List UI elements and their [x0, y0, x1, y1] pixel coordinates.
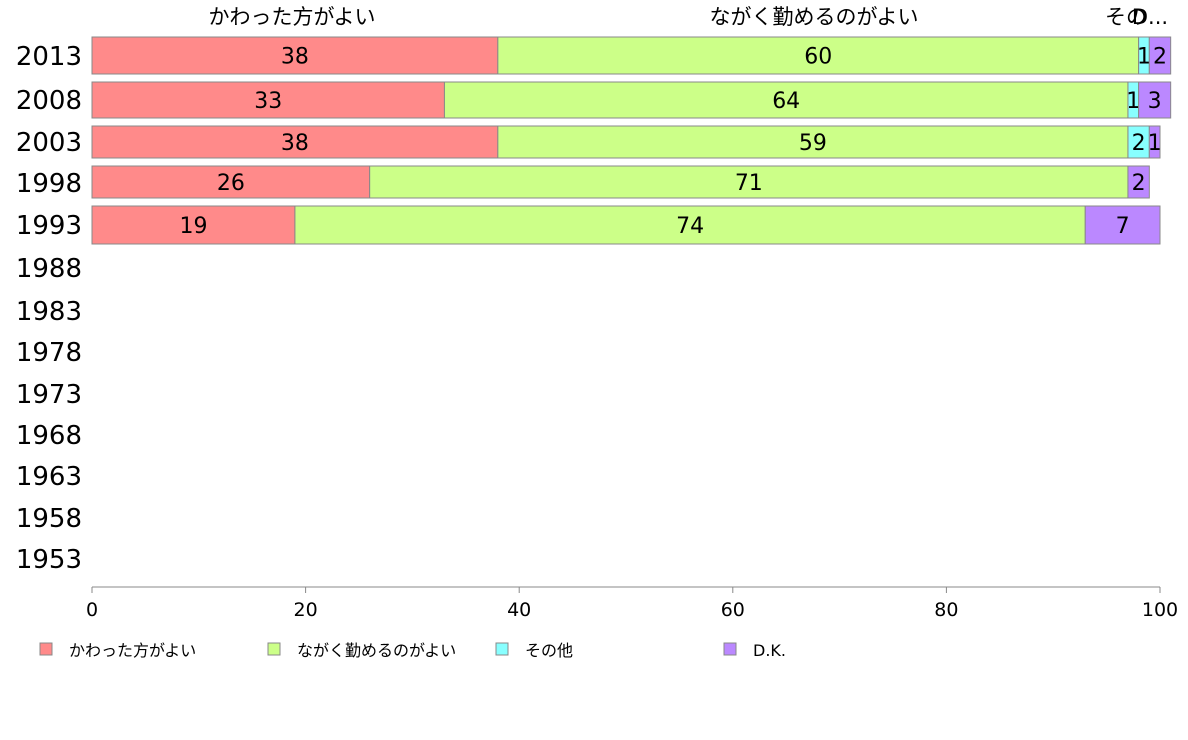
data-label-2013-series-3: 2 — [1153, 45, 1167, 70]
data-label-2013-series-1: 60 — [804, 45, 832, 70]
x-tick-label-20: 20 — [294, 599, 318, 621]
bar-1993-series-3 — [1084, 205, 1161, 245]
year-label-1953: 1953 — [16, 545, 82, 575]
legend-label-0: かわった方がよい — [69, 641, 196, 660]
year-label-1963: 1963 — [16, 462, 82, 492]
year-label-2013: 2013 — [16, 42, 82, 72]
year-label-1983: 1983 — [16, 297, 82, 327]
data-label-2013-series-2: 1 — [1137, 45, 1151, 70]
data-label-2008-series-1: 64 — [772, 89, 800, 114]
bar-1998-series-3 — [1127, 165, 1150, 199]
bar-2008-series-3 — [1138, 81, 1172, 119]
x-tick-label-80: 80 — [934, 599, 958, 621]
year-label-1973: 1973 — [16, 380, 82, 410]
bar-2013-series-3 — [1148, 36, 1172, 75]
data-label-2008-series-0: 33 — [254, 89, 282, 114]
legend-label-3: D.K. — [753, 641, 786, 660]
bar-2003-series-3 — [1148, 125, 1161, 159]
x-tick-label-100: 100 — [1142, 599, 1178, 621]
data-label-2013-series-0: 38 — [281, 45, 309, 70]
legend-label-1: ながく勤めるのがよい — [297, 641, 456, 660]
year-label-2008: 2008 — [16, 86, 82, 116]
data-label-2003-series-3: 1 — [1148, 131, 1162, 156]
data-label-2003-series-2: 2 — [1132, 131, 1146, 156]
year-label-1978: 1978 — [16, 338, 82, 368]
x-tick-label-60: 60 — [721, 599, 745, 621]
legend-swatch-2 — [495, 642, 509, 656]
year-label-1988: 1988 — [16, 254, 82, 284]
bar-2003-series-1 — [497, 125, 1129, 159]
bar-1998-series-1 — [369, 165, 1129, 199]
year-label-1968: 1968 — [16, 421, 82, 451]
year-label-1993: 1993 — [16, 211, 82, 241]
data-label-1998-series-0: 26 — [217, 171, 245, 196]
bar-2013-series-0 — [91, 36, 499, 75]
x-tick-label-0: 0 — [86, 599, 98, 621]
x-tick-label-40: 40 — [507, 599, 531, 621]
data-label-1998-series-3: 2 — [1132, 171, 1146, 196]
top-series-label-2: その — [1105, 5, 1147, 29]
data-label-1998-series-1: 71 — [735, 171, 763, 196]
legend-label-2: その他 — [525, 641, 573, 660]
legend-swatch-1 — [267, 642, 281, 656]
year-label-1998: 1998 — [16, 169, 82, 199]
data-label-2008-series-2: 1 — [1126, 89, 1140, 114]
legend-swatch-0 — [39, 642, 53, 656]
legend-swatch-3 — [723, 642, 737, 656]
bar-1998-series-0 — [91, 165, 371, 199]
top-series-label-3: D... — [1132, 5, 1168, 29]
bar-2013-series-1 — [497, 36, 1140, 75]
data-label-1993-series-1: 74 — [676, 214, 704, 239]
data-label-1993-series-3: 7 — [1116, 214, 1130, 239]
year-label-2003: 2003 — [16, 128, 82, 158]
top-series-label-0: かわった方がよい — [209, 5, 376, 29]
bar-2008-series-0 — [91, 81, 445, 119]
top-series-label-1: ながく勤めるのがよい — [710, 5, 919, 29]
year-label-1958: 1958 — [16, 504, 82, 534]
data-label-1993-series-0: 19 — [179, 214, 207, 239]
bar-1993-series-0 — [91, 205, 296, 245]
data-label-2008-series-3: 3 — [1148, 89, 1162, 114]
data-label-2003-series-0: 38 — [281, 131, 309, 156]
data-label-2003-series-1: 59 — [799, 131, 827, 156]
